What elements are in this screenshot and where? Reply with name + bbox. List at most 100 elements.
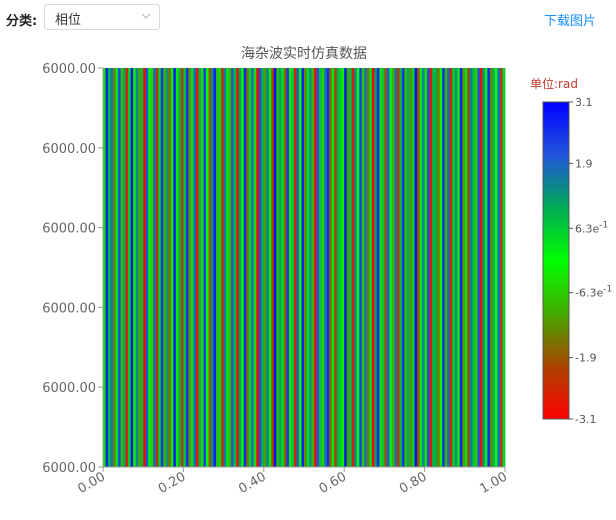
- category-label: 分类:: [6, 14, 38, 29]
- heatmap-stripe: [306, 68, 310, 467]
- heatmap-stripe: [140, 68, 144, 467]
- heatmap-stripe: [404, 68, 408, 467]
- colorbar-tick-label: -6.3e-1: [575, 285, 612, 300]
- heatmap-stripe: [396, 68, 400, 467]
- heatmap-stripe: [364, 68, 368, 467]
- heatmap-stripe: [389, 68, 393, 467]
- y-tick-label: 6000.00: [42, 381, 96, 396]
- heatmap-stripe: [499, 68, 503, 467]
- heatmap-stripe: [125, 68, 129, 467]
- heatmap-stripe: [103, 68, 106, 467]
- heatmap-stripe: [135, 68, 139, 467]
- heatmap-stripe: [484, 68, 488, 467]
- heatmap-stripe: [437, 68, 441, 467]
- heatmap-stripe: [208, 68, 212, 467]
- heatmap-stripe: [180, 68, 184, 467]
- heatmap-stripe: [113, 68, 116, 467]
- heatmap-stripe: [130, 68, 134, 467]
- heatmap-stripe: [168, 68, 172, 467]
- heatmap-stripe: [163, 68, 167, 467]
- heatmap-stripe: [221, 68, 224, 467]
- heatmap-stripe: [203, 68, 207, 467]
- heatmap-stripe: [309, 68, 312, 467]
- colorbar-tick-label: 6.3e-1: [575, 220, 608, 235]
- heatmap-stripe: [464, 68, 468, 467]
- heatmap-stripe: [158, 68, 162, 467]
- heatmap-stripe: [105, 68, 109, 467]
- colorbar: 3.1 1.9 6.3e-1 -6.3e-1 -1.9 -3.1: [542, 96, 612, 426]
- download-image-link[interactable]: 下载图片: [543, 14, 596, 29]
- heatmap-stripe: [349, 68, 353, 467]
- heatmap-stripe: [223, 68, 227, 467]
- heatmap-stripe: [253, 68, 257, 467]
- heatmap-stripe: [298, 68, 302, 467]
- heatmap-stripe: [487, 68, 491, 467]
- heatmap-stripe: [190, 68, 194, 467]
- heatmap-stripe: [268, 68, 272, 467]
- heatmap-stripe: [376, 68, 380, 467]
- heatmap-stripe: [291, 68, 295, 467]
- colorbar-tick-label: 3.1: [575, 96, 593, 109]
- heatmap-stripe: [283, 68, 287, 467]
- heatmap-stripe: [442, 68, 446, 467]
- heatmap-stripe: [286, 68, 290, 467]
- heatmap-stripe: [459, 68, 463, 467]
- heatmap-stripe: [359, 68, 363, 467]
- category-select[interactable]: 相位: [44, 4, 160, 30]
- heatmap-stripe: [216, 68, 219, 467]
- x-tick-label: 0.60: [317, 469, 350, 496]
- heatmap-stripe: [494, 68, 498, 467]
- heatmap-stripe: [278, 68, 282, 467]
- heatmap-stripe: [497, 68, 501, 467]
- heatmap-stripe: [447, 68, 451, 467]
- heatmap-stripe: [361, 68, 365, 467]
- heatmap-stripe: [145, 68, 149, 467]
- x-tick-label: 0.40: [236, 469, 269, 496]
- heatmap-stripe: [200, 68, 204, 467]
- heatmap-stripe: [273, 68, 277, 467]
- y-tick-label: 6000.00: [42, 301, 96, 316]
- heatmap-stripe: [474, 68, 478, 467]
- heatmap-stripe: [414, 68, 418, 467]
- heatmap-stripes: [103, 68, 506, 467]
- heatmap-stripe: [321, 68, 325, 467]
- x-axis: 0.00 0.20 0.40 0.60 0.80 1.00: [75, 466, 510, 497]
- heatmap-stripe: [374, 68, 378, 467]
- heatmap-stripe: [188, 68, 192, 467]
- heatmap-stripe: [183, 68, 187, 467]
- heatmap-stripe: [384, 68, 388, 467]
- heatmap-stripe: [344, 68, 348, 467]
- heatmap-stripe: [492, 68, 496, 467]
- y-tick-label: 6000.00: [42, 62, 96, 77]
- heatmap-stripe: [489, 68, 493, 467]
- heatmap-stripe: [319, 68, 322, 467]
- heatmap-stripe: [324, 68, 328, 467]
- heatmap-stripe: [482, 68, 486, 467]
- heatmap-stripe: [454, 68, 458, 467]
- y-tick-label: 6000.00: [42, 461, 96, 476]
- heatmap-stripe: [198, 68, 202, 467]
- heatmap-stripe: [401, 68, 405, 467]
- heatmap-stripe: [293, 68, 297, 467]
- heatmap-stripe: [379, 68, 383, 467]
- heatmap-stripe: [417, 68, 420, 467]
- y-tick-label: 6000.00: [42, 222, 96, 237]
- heatmap-stripe: [462, 68, 466, 467]
- heatmap-stripe: [467, 68, 471, 467]
- x-tick-label: 0.20: [156, 469, 189, 496]
- heatmap-stripe: [386, 68, 390, 467]
- heatmap-stripe: [148, 68, 152, 467]
- heatmap-stripe: [296, 68, 300, 467]
- heatmap-stripe: [120, 68, 124, 467]
- heatmap-stripe: [248, 68, 252, 467]
- heatmap-stripe: [213, 68, 217, 467]
- heatmap-stripe: [432, 68, 436, 467]
- heatmap-stripe: [336, 68, 340, 467]
- heatmap-stripe: [422, 68, 425, 467]
- heatmap-stripe: [371, 68, 375, 467]
- heatmap-stripe: [115, 68, 119, 467]
- heatmap-stripe: [399, 68, 403, 467]
- heatmap-stripe: [173, 68, 177, 467]
- toolbar: 分类: 相位 下载图片: [0, 0, 616, 36]
- heatmap-stripe: [175, 68, 179, 467]
